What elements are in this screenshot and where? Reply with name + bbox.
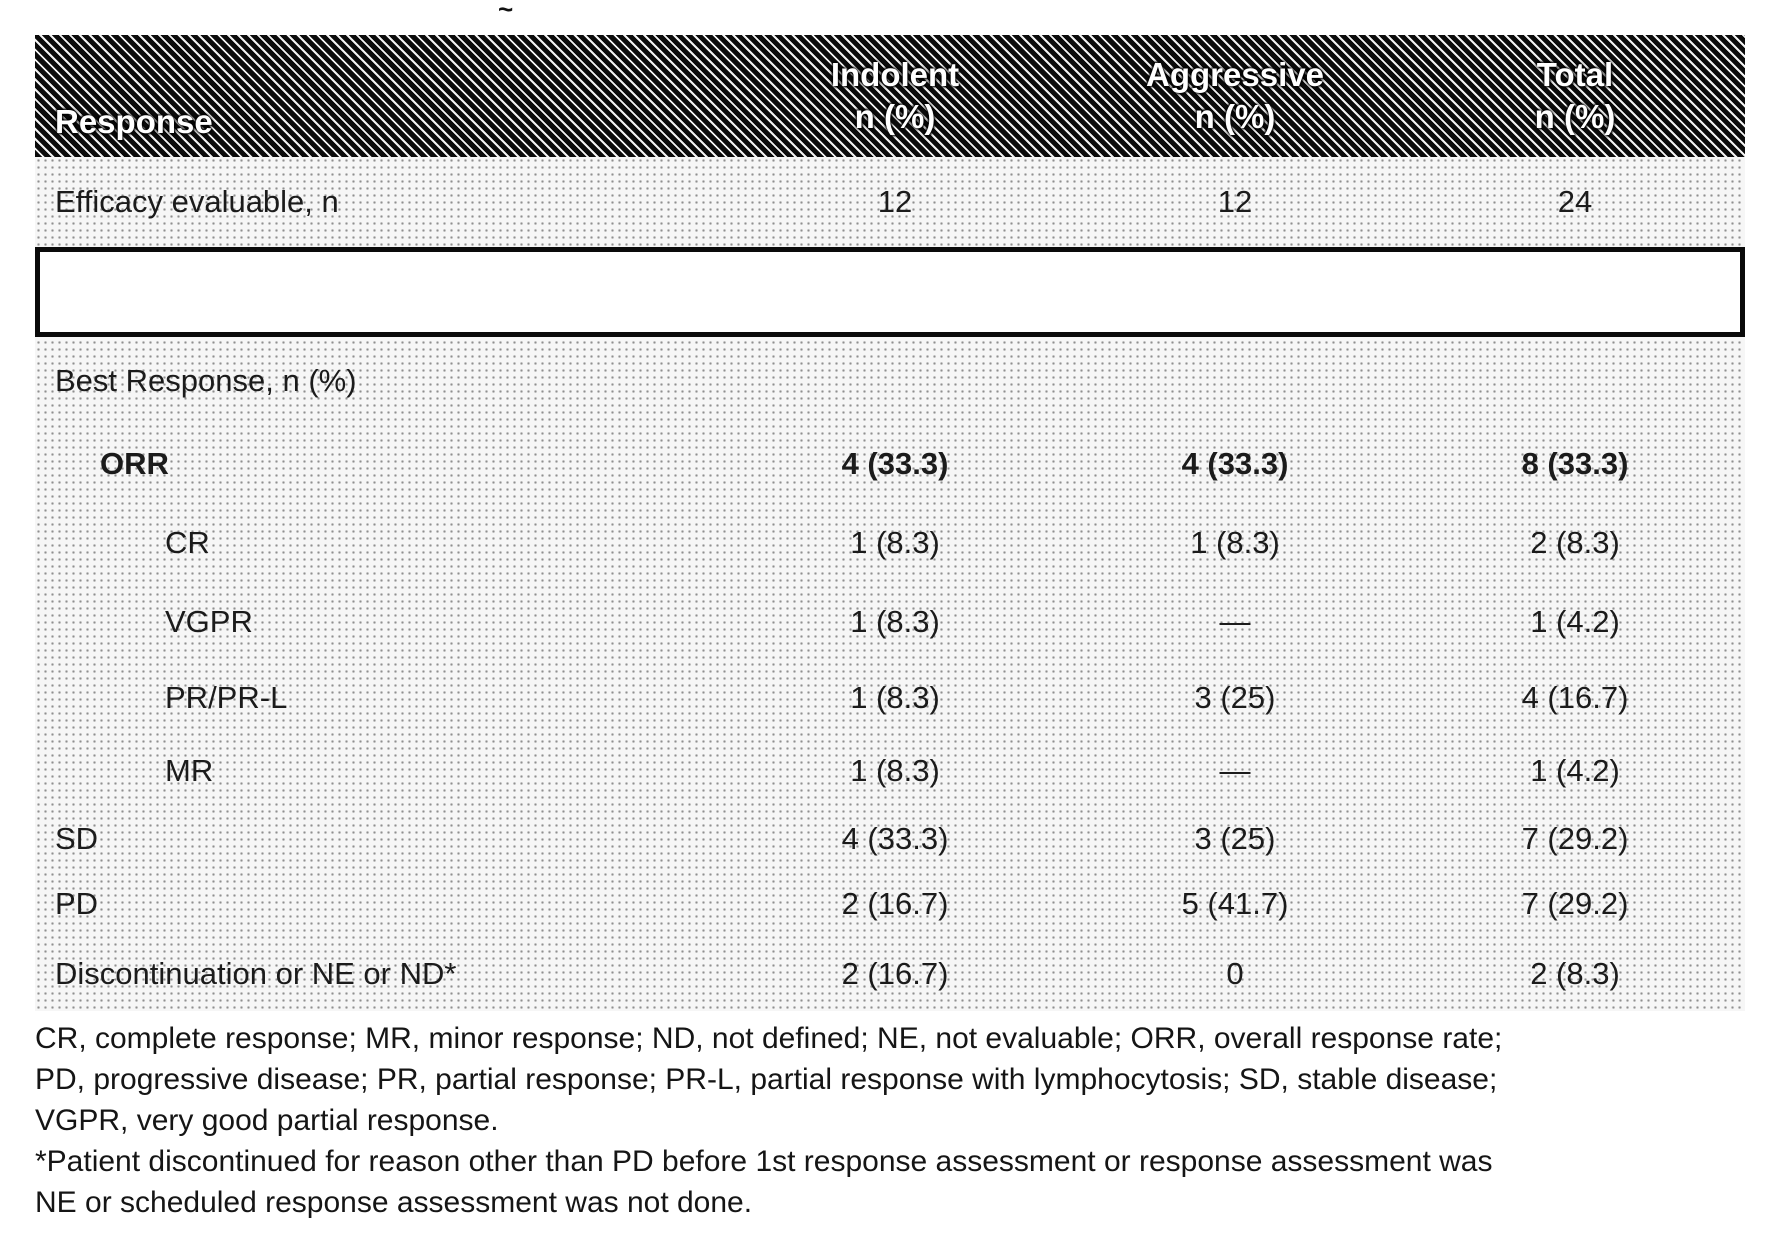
- table-row-orr: ORR 4 (33.3) 4 (33.3) 8 (33.3): [35, 425, 1745, 503]
- cell-aggressive: 3 (25): [1194, 821, 1276, 856]
- table-footnotes: CR, complete response; MR, minor respons…: [35, 1018, 1530, 1223]
- response-table: Response Indolent n (%) Aggressive n (%)…: [35, 35, 1745, 1011]
- header-indolent-sub: n (%): [854, 98, 936, 135]
- cell-aggressive: 12: [1217, 184, 1253, 219]
- row-label: VGPR: [165, 604, 253, 639]
- table-row-vgpr: VGPR 1 (8.3) — 1 (4.2): [35, 583, 1745, 661]
- table-body: Efficacy evaluable, n 12 12 24 Best Resp…: [35, 157, 1745, 1011]
- row-label: MR: [165, 753, 214, 788]
- cell-total: 2 (8.3): [1530, 956, 1620, 991]
- header-indolent-label: Indolent: [830, 56, 960, 93]
- header-aggressive: Aggressive n (%): [1065, 35, 1405, 157]
- cell-indolent: 1 (8.3): [850, 753, 940, 788]
- section-label: Best Response, n (%): [55, 363, 357, 398]
- header-response-label: Response: [55, 103, 213, 140]
- cell-total: 2 (8.3): [1530, 525, 1620, 560]
- table-header-row: Response Indolent n (%) Aggressive n (%)…: [35, 35, 1745, 157]
- footnote-abbreviations: CR, complete response; MR, minor respons…: [35, 1022, 1503, 1137]
- cell-aggressive: —: [1219, 604, 1251, 639]
- header-total: Total n (%): [1405, 35, 1745, 157]
- cell-indolent: 4 (33.3): [841, 821, 949, 856]
- cell-indolent: 1 (8.3): [850, 604, 940, 639]
- cell-total: 7 (29.2): [1521, 886, 1629, 921]
- cell-total: 7 (29.2): [1521, 821, 1629, 856]
- row-label: PD: [55, 886, 99, 921]
- table-row-discontinuation: Discontinuation or NE or ND* 2 (16.7) 0 …: [35, 937, 1745, 1011]
- cell-total: 1 (4.2): [1530, 753, 1620, 788]
- cell-indolent: 1 (8.3): [850, 680, 940, 715]
- table-row-efficacy-evaluable: Efficacy evaluable, n 12 12 24: [35, 157, 1745, 247]
- cell-indolent: 2 (16.7): [841, 886, 949, 921]
- header-total-label: Total: [1536, 56, 1614, 93]
- header-response: Response: [35, 35, 725, 157]
- cell-total: 24: [1557, 184, 1593, 219]
- cell-aggressive: 4 (33.3): [1181, 446, 1289, 481]
- cell-aggressive: 3 (25): [1194, 680, 1276, 715]
- row-label: PR/PR-L: [165, 680, 288, 715]
- cell-aggressive: 1 (8.3): [1190, 525, 1280, 560]
- footnote-asterisk: *Patient discontinued for reason other t…: [35, 1145, 1493, 1219]
- table-row-pr-prl: PR/PR-L 1 (8.3) 3 (25) 4 (16.7): [35, 661, 1745, 735]
- stray-scan-mark: ~: [498, 0, 514, 24]
- header-indolent: Indolent n (%): [725, 35, 1065, 157]
- table-row-mr: MR 1 (8.3) — 1 (4.2): [35, 735, 1745, 807]
- row-label: Discontinuation or NE or ND*: [55, 956, 457, 991]
- table-row-cr: CR 1 (8.3) 1 (8.3) 2 (8.3): [35, 503, 1745, 583]
- header-aggressive-sub: n (%): [1194, 98, 1276, 135]
- table-row-best-response-section: Best Response, n (%): [35, 337, 1745, 425]
- cell-total: 1 (4.2): [1530, 604, 1620, 639]
- cell-aggressive: —: [1219, 753, 1251, 788]
- cell-aggressive: 5 (41.7): [1181, 886, 1289, 921]
- cell-indolent: 1 (8.3): [850, 525, 940, 560]
- header-total-sub: n (%): [1534, 98, 1616, 135]
- table-row-sd: SD 4 (33.3) 3 (25) 7 (29.2): [35, 807, 1745, 871]
- cell-indolent: 12: [877, 184, 913, 219]
- row-label: CR: [165, 525, 210, 560]
- header-aggressive-label: Aggressive: [1146, 56, 1324, 93]
- table-row-pd: PD 2 (16.7) 5 (41.7) 7 (29.2): [35, 871, 1745, 937]
- cell-indolent: 2 (16.7): [841, 956, 949, 991]
- cell-indolent: 4 (33.3): [841, 446, 949, 481]
- redacted-empty-row: [35, 247, 1745, 337]
- row-label: SD: [55, 821, 99, 856]
- cell-total: 4 (16.7): [1521, 680, 1629, 715]
- cell-total: 8 (33.3): [1521, 446, 1629, 481]
- cell-aggressive: 0: [1226, 956, 1244, 991]
- row-label: Efficacy evaluable, n: [55, 184, 339, 219]
- row-label: ORR: [100, 446, 169, 481]
